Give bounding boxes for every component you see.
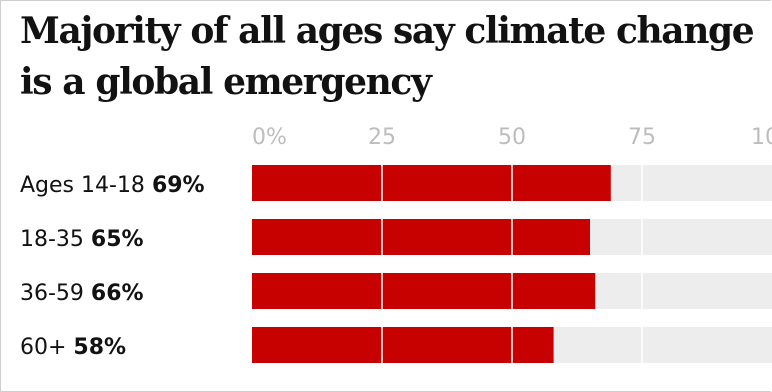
bar-value-label: 69% (152, 173, 205, 198)
category-label: 36-59 66% (20, 281, 144, 306)
bar (252, 273, 596, 309)
bar-value-label: 65% (91, 227, 144, 252)
tick-label: 50 (498, 125, 526, 150)
bar (252, 165, 611, 201)
bar-value-label: 66% (91, 281, 144, 306)
category-name: 60+ (20, 335, 73, 360)
tick-label: 75 (628, 125, 656, 150)
bar (252, 219, 590, 255)
chart-title: Majority of all ages say climate change … (20, 10, 755, 103)
category-label: 60+ 58% (20, 335, 126, 360)
bars (252, 165, 611, 363)
category-name: Ages 14-18 (20, 173, 152, 198)
category-name: 18-35 (20, 227, 91, 252)
category-label: 18-35 65% (20, 227, 144, 252)
gridlines (381, 150, 643, 363)
bar (252, 327, 554, 363)
x-axis-ticks: 0% 25 50 75 100 (252, 125, 772, 150)
tick-label: 25 (368, 125, 396, 150)
bar-value-label: 58% (73, 335, 126, 360)
category-name: 36-59 (20, 281, 91, 306)
tick-label: 0% (252, 125, 287, 150)
tick-label: 100 (751, 125, 772, 150)
category-label: Ages 14-18 69% (20, 173, 205, 198)
category-labels: Ages 14-18 69% 18-35 65% 36-59 66% 60+ 58% (20, 173, 205, 360)
